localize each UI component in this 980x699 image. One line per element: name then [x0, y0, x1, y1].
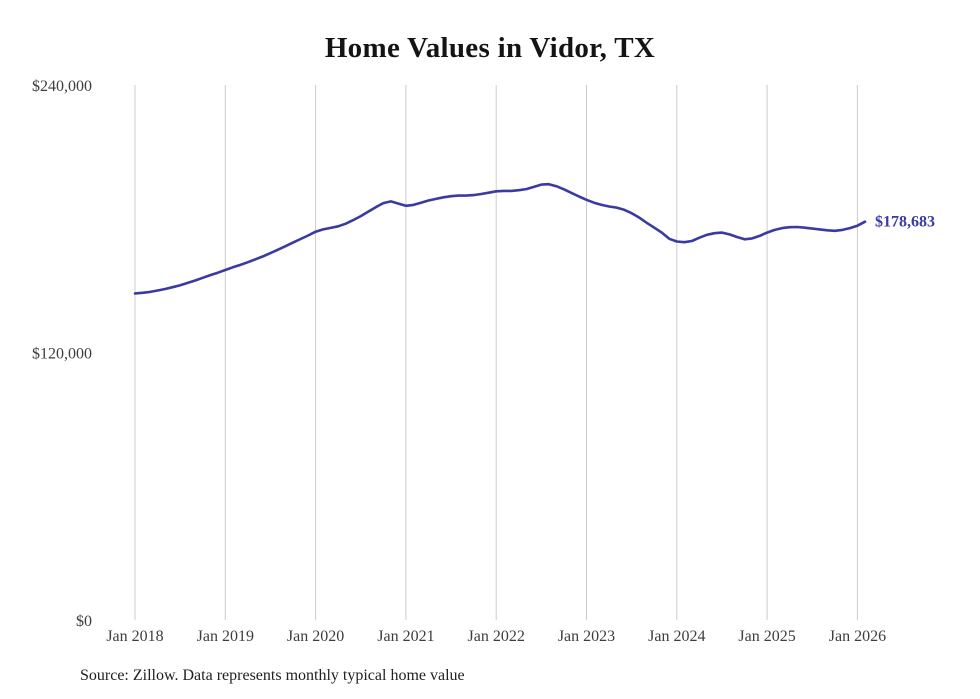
x-tick-label: Jan 2025	[738, 628, 795, 645]
y-tick-label: $240,000	[32, 78, 92, 95]
y-tick-label: $120,000	[32, 346, 92, 363]
chart-title: Home Values in Vidor, TX	[324, 32, 656, 64]
x-tick-label: Jan 2019	[197, 628, 254, 645]
x-tick-label: Jan 2021	[377, 628, 434, 645]
latest-value-label: $178,683	[875, 214, 935, 231]
y-tick-label: $0	[76, 613, 92, 630]
source-note: Source: Zillow. Data represents monthly …	[80, 667, 465, 684]
home-value-line	[133, 182, 867, 295]
x-tick-label: Jan 2020	[287, 628, 344, 645]
x-tick-label: Jan 2018	[106, 628, 163, 645]
x-tick-label: Jan 2024	[648, 628, 705, 645]
x-tick-label: Jan 2023	[558, 628, 615, 645]
x-tick-label: Jan 2026	[829, 628, 886, 645]
x-tick-label: Jan 2022	[468, 628, 525, 645]
